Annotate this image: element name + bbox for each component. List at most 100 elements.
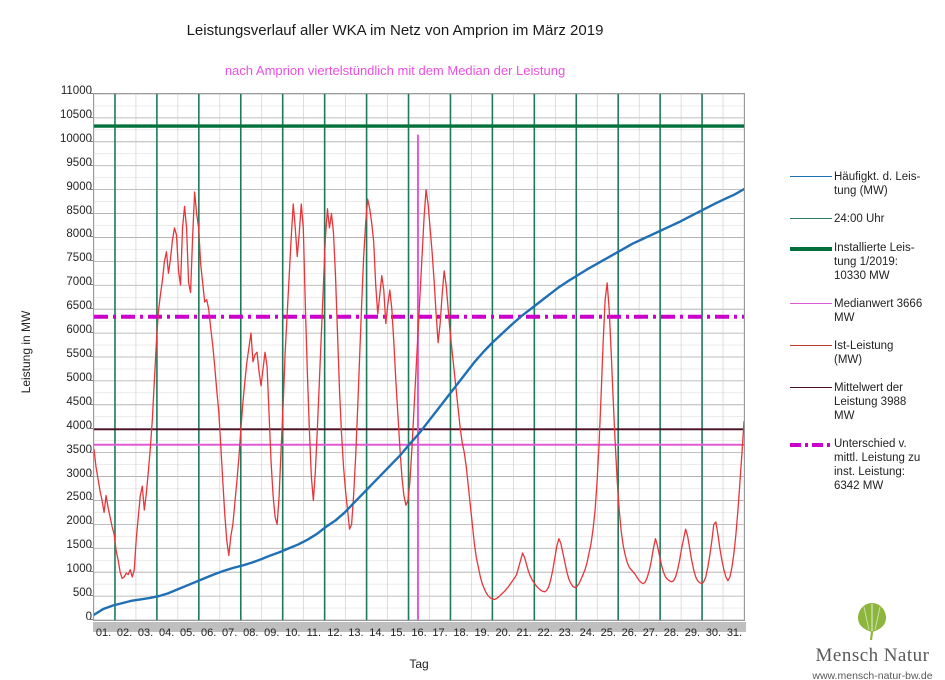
x-tick-label: 05. [179, 627, 196, 639]
y-axis-title: Leistung in MW [19, 310, 33, 394]
x-tick-label: 08. [243, 627, 259, 639]
y-tick-mark [88, 403, 93, 405]
x-tick-label: 28. [663, 627, 680, 639]
y-tick-mark [88, 284, 93, 286]
x-tick-label: 14. [369, 627, 385, 639]
legend-item[interactable]: Mittelwert der Leistung 3988 MW [790, 381, 945, 423]
y-tick-mark [88, 475, 93, 477]
x-tick-label: 26. [621, 627, 637, 639]
x-tick-label: 18. [453, 627, 469, 639]
x-tick-label: 07. [222, 627, 238, 639]
x-tick-label: 12. [327, 627, 343, 639]
y-tick-mark [88, 379, 93, 381]
legend-item[interactable]: Häufigkt. d. Leis- tung (MW) [790, 170, 945, 198]
y-tick-mark [88, 212, 93, 214]
x-tick-label: 17. [432, 627, 448, 639]
legend-label: 24:00 Uhr [834, 213, 885, 225]
y-tick-label: 10500 [60, 108, 92, 121]
x-tick-label: 02. [116, 627, 133, 639]
legend-key-icon [790, 297, 834, 312]
chart-subtitle: nach Amprion viertelstündlich mit dem Me… [224, 63, 566, 78]
x-tick-label: 11. [306, 627, 322, 639]
legend-key-icon [790, 241, 834, 256]
legend-item[interactable]: Medianwert 3666 MW [790, 297, 945, 325]
x-tick-label: 09. [264, 627, 280, 639]
y-tick-label: 2500 [66, 491, 92, 504]
y-tick-label: 3500 [66, 443, 92, 456]
y-tick-label: 1500 [66, 539, 92, 552]
legend-label: Häufigkt. d. Leis- tung (MW) [834, 171, 921, 197]
legend-item[interactable]: Installierte Leis- tung 1/2019: 10330 MW [790, 241, 945, 283]
y-tick-label: 7000 [66, 276, 92, 289]
x-tick-label: 04. [158, 627, 175, 639]
x-tick-label: 15. [390, 627, 406, 639]
y-tick-mark [88, 164, 93, 166]
legend-label: Unterschied v. mittl. Leistung zu inst. … [834, 438, 921, 492]
x-tick-label: 10. [285, 627, 301, 639]
y-tick-label: 2000 [66, 515, 92, 528]
y-tick-label: 1000 [66, 563, 92, 576]
y-tick-label: 4000 [66, 419, 92, 432]
legend-item[interactable]: 24:00 Uhr [790, 212, 945, 227]
y-tick-label: 11000 [60, 85, 92, 97]
logo-word-natur: Natur [883, 645, 930, 666]
y-tick-mark [88, 308, 93, 310]
y-tick-mark [88, 619, 93, 620]
axis-base-strip [93, 622, 746, 632]
y-tick-mark [88, 499, 93, 501]
y-tick-label: 7500 [66, 252, 92, 265]
legend-key-icon [790, 339, 834, 354]
y-tick-mark [88, 451, 93, 453]
y-tick-mark [88, 140, 93, 142]
chart-title: Leistungsverlauf aller WKA im Netz von A… [186, 22, 604, 39]
x-tick-label: 24. [579, 627, 595, 639]
y-tick-label: 10000 [60, 132, 92, 145]
y-tick-mark [88, 260, 93, 262]
x-tick-label: 31. [726, 627, 743, 639]
x-tick-label: 23. [558, 627, 574, 639]
x-tick-label: 25. [600, 627, 616, 639]
brand-logo: Mensch Natur www.mensch-natur-bw.de [800, 600, 945, 680]
x-axis-title: Tag [409, 657, 429, 671]
logo-url: www.mensch-natur-bw.de [812, 670, 933, 680]
plot-area [93, 93, 745, 621]
y-tick-label: 3000 [66, 467, 92, 480]
y-tick-mark [88, 547, 93, 549]
y-tick-label: 8500 [66, 204, 92, 217]
ginkgo-leaf-icon [858, 603, 886, 641]
legend-item[interactable]: Unterschied v. mittl. Leistung zu inst. … [790, 437, 945, 493]
x-tick-label: 01. [95, 627, 112, 639]
y-tick-label: 6000 [66, 324, 92, 337]
x-tick-label: 06. [201, 627, 217, 639]
chart-legend: Häufigkt. d. Leis- tung (MW) 24:00 Uhr Ins… [790, 170, 945, 507]
y-tick-label: 5000 [66, 371, 92, 384]
x-tick-label: 21. [516, 627, 532, 639]
y-tick-mark [88, 116, 93, 118]
legend-label: Mittelwert der Leistung 3988 MW [834, 382, 907, 422]
legend-label: Installierte Leis- tung 1/2019: 10330 MW [834, 242, 915, 282]
y-tick-label: 4500 [66, 395, 92, 408]
legend-key-icon [790, 437, 834, 452]
y-tick-label: 9000 [66, 180, 92, 193]
y-tick-mark [88, 595, 93, 597]
legend-label: Ist-Leistung (MW) [834, 340, 894, 366]
x-tick-label: 20. [495, 627, 511, 639]
y-tick-mark [88, 188, 93, 190]
y-tick-label: 6500 [66, 300, 92, 313]
y-tick-mark [88, 93, 93, 94]
y-tick-label: 0 [85, 611, 92, 623]
x-tick-label: 27. [642, 627, 658, 639]
x-tick-label: 30. [705, 627, 722, 639]
x-tick-label: 13. [348, 627, 364, 639]
y-tick-label: 9500 [66, 156, 92, 169]
x-tick-label: 03. [137, 627, 154, 639]
x-tick-label: 29. [684, 627, 701, 639]
legend-key-icon [790, 212, 834, 227]
legend-item[interactable]: Ist-Leistung (MW) [790, 339, 945, 367]
logo-word-mensch: Mensch [815, 645, 879, 666]
chart-canvas [94, 94, 744, 620]
legend-key-icon [790, 170, 834, 185]
y-tick-mark [88, 332, 93, 334]
legend-key-icon [790, 381, 834, 396]
y-tick-mark [88, 427, 93, 429]
